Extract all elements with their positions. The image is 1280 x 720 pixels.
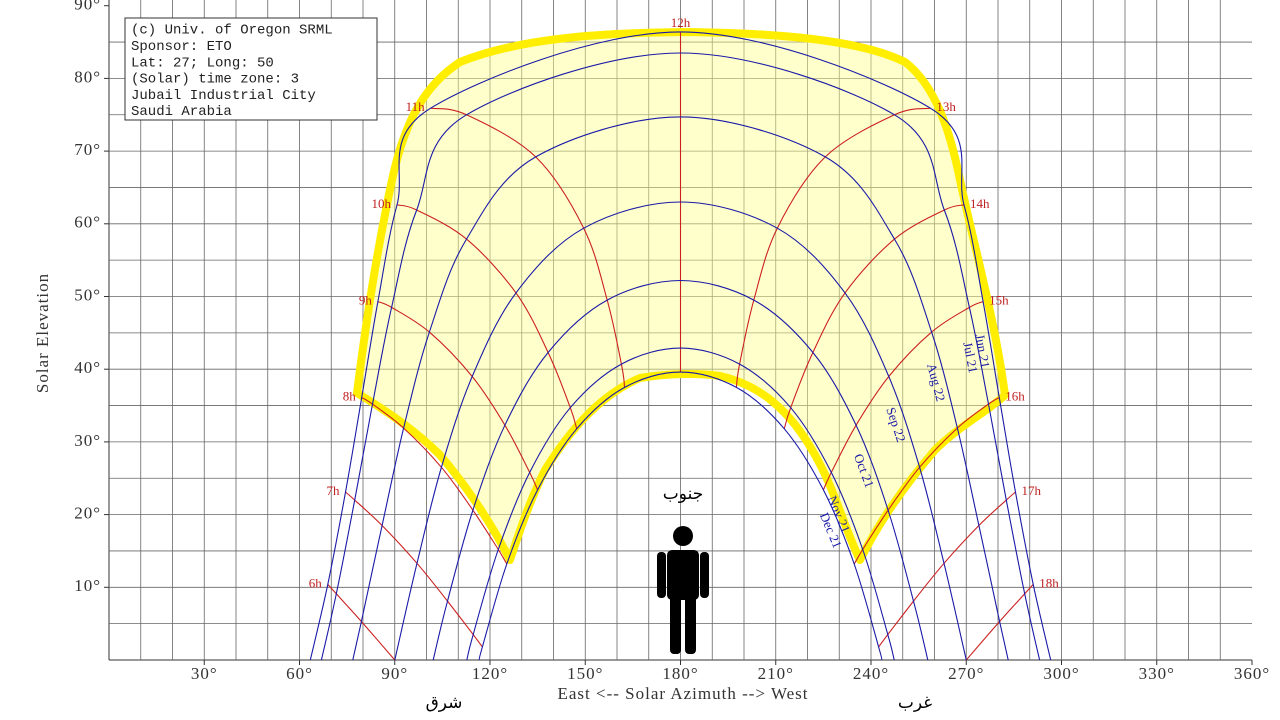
info-line: Lat: 27; Long: 50 [131,55,274,71]
y-tick-label: 30° [74,431,101,450]
x-tick-label: 60° [286,664,313,683]
hour-line [327,584,396,661]
date-curve [478,371,883,661]
date-label-group: Jul 21 [960,341,981,375]
date-label-group: Jun 21 [973,333,994,369]
hour-label: 6h [309,575,323,590]
person-icon [657,526,709,654]
date-curve [309,31,1052,661]
x-tick-label: 240° [853,664,889,683]
x-tick-label: 120° [472,664,508,683]
info-box [124,17,378,121]
hour-label: 14h [970,196,990,211]
info-line: (Solar) time zone: 3 [131,72,299,88]
date-curve [394,201,967,661]
info-line: Saudi Arabia [131,104,232,120]
hour-label: 7h [327,483,341,498]
hour-label: 8h [343,389,357,404]
date-label: Jul 21 [960,341,981,375]
east-label: شرق [426,693,463,713]
x-tick-label: 360° [1234,664,1270,683]
date-label: Jun 21 [973,333,994,369]
x-axis-label: East <-- Solar Azimuth --> West [557,684,808,703]
info-line: (c) Univ. of Oregon SRML [131,23,333,39]
y-tick-label: 40° [74,358,101,377]
y-tick-label: 60° [74,213,101,232]
y-tick-label: 50° [74,285,101,304]
date-curve [320,52,1041,661]
hour-label: 17h [1021,483,1041,498]
date-curve [466,347,895,661]
y-tick-label: 80° [74,67,101,86]
date-curve [432,279,929,661]
hour-label: 13h [936,99,956,114]
hour-label: 12h [671,15,691,30]
y-tick-label: 70° [74,140,101,159]
y-tick-label: 90° [74,0,101,14]
hour-label: 11h [406,99,426,114]
x-tick-label: 30° [191,664,218,683]
south-label: جنوب [663,484,703,504]
y-tick-label: 10° [74,576,101,595]
hour-label: 16h [1005,389,1025,404]
y-axis-label: Solar Elevation [33,273,52,393]
hour-label: 15h [989,293,1009,308]
x-tick-label: 270° [948,664,984,683]
date-curve [352,116,1009,661]
info-line: Sponsor: ETO [131,39,232,55]
x-tick-label: 180° [662,664,698,683]
hour-line [965,584,1034,661]
x-tick-label: 150° [567,664,603,683]
hour-label: 18h [1039,575,1059,590]
x-tick-label: 330° [1139,664,1175,683]
y-tick-label: 20° [74,504,101,523]
x-tick-label: 300° [1043,664,1079,683]
x-tick-label: 210° [758,664,794,683]
hour-label: 10h [371,196,391,211]
hour-label: 9h [359,293,373,308]
info-line: Jubail Industrial City [131,88,316,104]
x-tick-label: 90° [381,664,408,683]
west-label: غرب [898,693,932,713]
